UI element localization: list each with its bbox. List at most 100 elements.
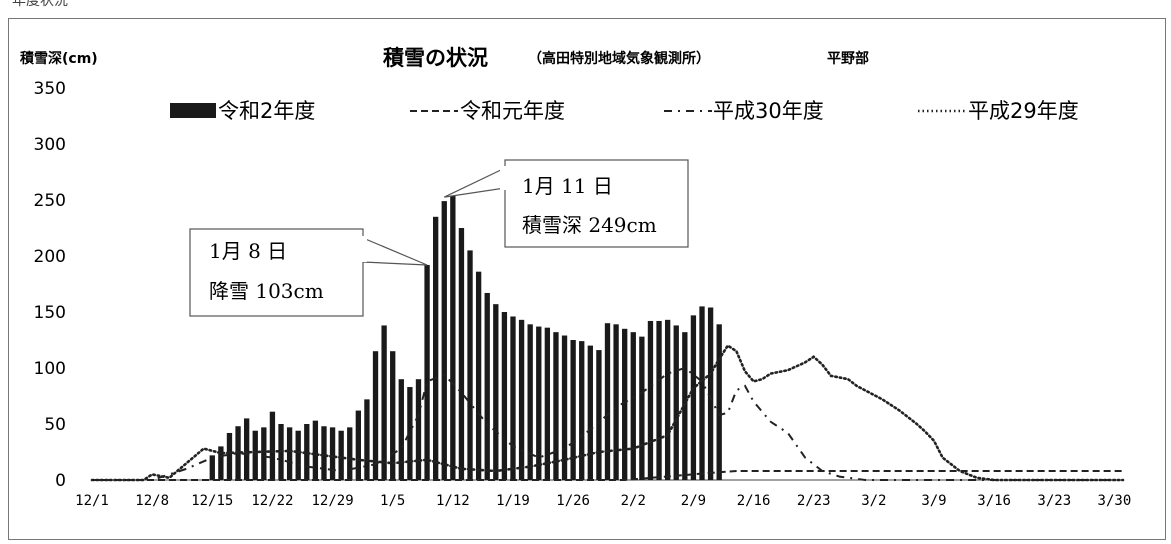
y-tick-label: 150: [34, 303, 66, 323]
annotation-jan8-value: 降雪 103cm: [209, 279, 324, 303]
annotation-jan8-pointer: [362, 237, 428, 266]
page-top-text-fragment: 年度状況: [12, 0, 68, 9]
x-tick-label: 12/22: [251, 493, 293, 509]
bar: [364, 399, 370, 480]
x-tick-label: 3/9: [921, 493, 946, 509]
x-tick-label: 2/2: [621, 493, 646, 509]
legend-label-r2: 令和2年度: [218, 99, 315, 123]
bar: [664, 319, 671, 480]
bar: [518, 319, 525, 480]
bar: [312, 420, 319, 480]
x-tick-label: 1/12: [436, 493, 470, 509]
bar: [261, 427, 267, 480]
bar: [596, 350, 602, 480]
annotation-jan11: 1月 11 日 積雪深 249cm: [444, 159, 689, 248]
bar: [622, 328, 628, 480]
annotation-jan11-date: 1月 11 日: [522, 174, 613, 198]
legend-label-h29: 平成29年度: [968, 99, 1079, 123]
x-tick-label: 12/15: [191, 493, 233, 509]
y-tick-label: 300: [34, 135, 66, 155]
x-tick-label: 3/30: [1098, 493, 1132, 509]
x-tick-label: 12/8: [135, 493, 169, 509]
bar: [450, 195, 456, 480]
y-axis-ticks: 0 50 100 150 200 250 300 350: [34, 79, 66, 491]
bar: [536, 326, 542, 480]
bar: [544, 327, 551, 480]
bar: [252, 430, 258, 480]
x-tick-label: 1/26: [556, 493, 590, 509]
bar: [484, 292, 490, 480]
y-tick-label: 250: [34, 191, 66, 211]
y-axis-label: 積雪深(cm): [19, 50, 98, 67]
bar: [329, 427, 336, 480]
bar: [295, 430, 301, 480]
x-tick-label: 3/16: [977, 493, 1011, 509]
y-tick-label: 0: [55, 471, 66, 491]
series-line-1: [92, 470, 1123, 481]
bar: [381, 325, 387, 480]
legend-label-h30: 平成30年度: [713, 99, 824, 123]
bar: [579, 341, 585, 480]
bar: [347, 427, 353, 480]
bar: [226, 432, 233, 480]
bar: [493, 304, 499, 480]
annotation-jan8-date: 1月 8 日: [209, 239, 287, 263]
y-tick-label: 200: [34, 247, 66, 267]
bar: [243, 418, 250, 480]
chart-title: 積雪の状況: [383, 46, 488, 70]
bar: [699, 306, 705, 480]
bar: [372, 351, 379, 480]
x-tick-label: 2/23: [797, 493, 831, 509]
bar: [527, 324, 533, 480]
bar: [587, 345, 593, 480]
line-series-group: [90, 343, 1125, 482]
annotation-jan11-joint: [500, 166, 512, 190]
bar: [501, 312, 508, 480]
y-tick-label: 50: [44, 415, 66, 435]
bar: [570, 340, 576, 480]
bar: [415, 379, 422, 480]
x-tick-label: 2/16: [737, 493, 771, 509]
chart-frame: [8, 18, 1166, 540]
y-tick-label: 100: [34, 359, 66, 379]
x-axis-ticks: 12/1 12/8 12/15 12/22 12/29 1/5 1/12 1/19 1/26 2/…: [75, 493, 1131, 509]
y-tick-label: 350: [34, 79, 66, 99]
bar: [433, 216, 439, 481]
bar: [656, 320, 662, 480]
bar: [458, 228, 465, 480]
bar: [673, 325, 679, 480]
series-line-3: [90, 343, 1125, 482]
bar: [398, 379, 404, 480]
annotation-jan8: 1月 8 日 降雪 103cm: [189, 228, 428, 317]
legend: 令和2年度 令和元年度 平成30年度 平成29年度: [170, 99, 1079, 123]
chart-region: 平野部: [827, 50, 869, 67]
bar: [561, 335, 568, 480]
bar: [304, 424, 310, 480]
x-tick-label: 1/19: [496, 493, 530, 509]
annotation-jan8-box: [189, 228, 364, 317]
bar: [209, 455, 215, 480]
chart-subtitle: （高田特別地域気象観測所）: [528, 50, 710, 67]
annotation-jan11-value: 積雪深 249cm: [522, 213, 657, 237]
bar: [355, 410, 362, 480]
bar: [441, 201, 447, 480]
x-tick-label: 12/29: [311, 493, 353, 509]
bar: [467, 250, 473, 480]
bar: [630, 332, 636, 480]
series-line-2: [92, 366, 1123, 481]
bar: [475, 271, 482, 480]
bar: [613, 324, 619, 480]
bar: [286, 427, 293, 480]
bar: [510, 316, 516, 480]
x-tick-label: 1/5: [380, 493, 405, 509]
bar: [424, 264, 430, 480]
bar: [647, 320, 654, 480]
annotation-jan11-pointer: [444, 167, 506, 198]
legend-label-r1: 令和元年度: [460, 99, 565, 123]
bar: [338, 430, 344, 480]
legend-swatch-bar: [170, 103, 216, 118]
bar: [321, 426, 327, 480]
bar: [707, 307, 714, 480]
bar: [639, 336, 645, 480]
